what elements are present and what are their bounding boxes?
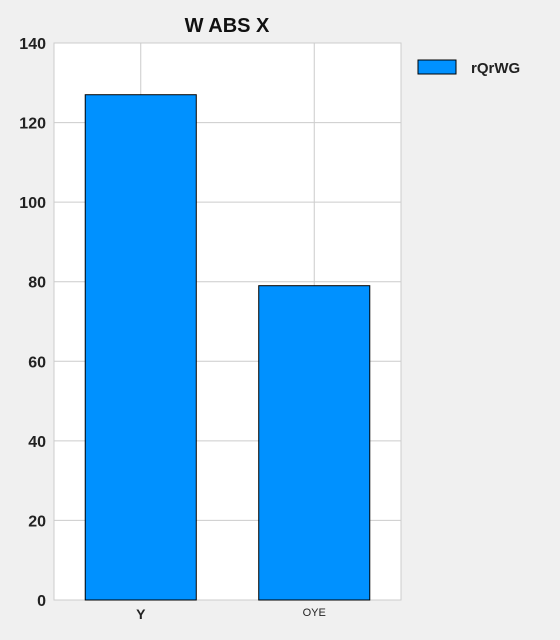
y-tick-label: 40 <box>28 434 46 451</box>
y-tick-label: 60 <box>28 354 46 371</box>
y-axis-ticks: 0 20 40 60 80 100 120 140 <box>19 36 46 610</box>
legend-label: rQrWG <box>471 60 520 77</box>
bar <box>84 94 197 601</box>
y-tick-label: 120 <box>19 116 46 133</box>
x-axis-ticks: Y OYE <box>136 606 326 622</box>
x-tick-label: Y <box>136 606 146 622</box>
y-tick-label: 0 <box>37 593 46 610</box>
y-tick-label: 140 <box>19 36 46 53</box>
bars <box>84 94 371 601</box>
bar <box>258 285 371 601</box>
legend: rQrWG <box>417 59 520 77</box>
y-tick-label: 20 <box>28 513 46 530</box>
y-tick-label: 100 <box>19 195 46 212</box>
legend-swatch <box>417 59 457 75</box>
x-tick-label: OYE <box>303 607 326 619</box>
y-tick-label: 80 <box>28 275 46 292</box>
chart-title: W ABS X <box>185 15 270 37</box>
